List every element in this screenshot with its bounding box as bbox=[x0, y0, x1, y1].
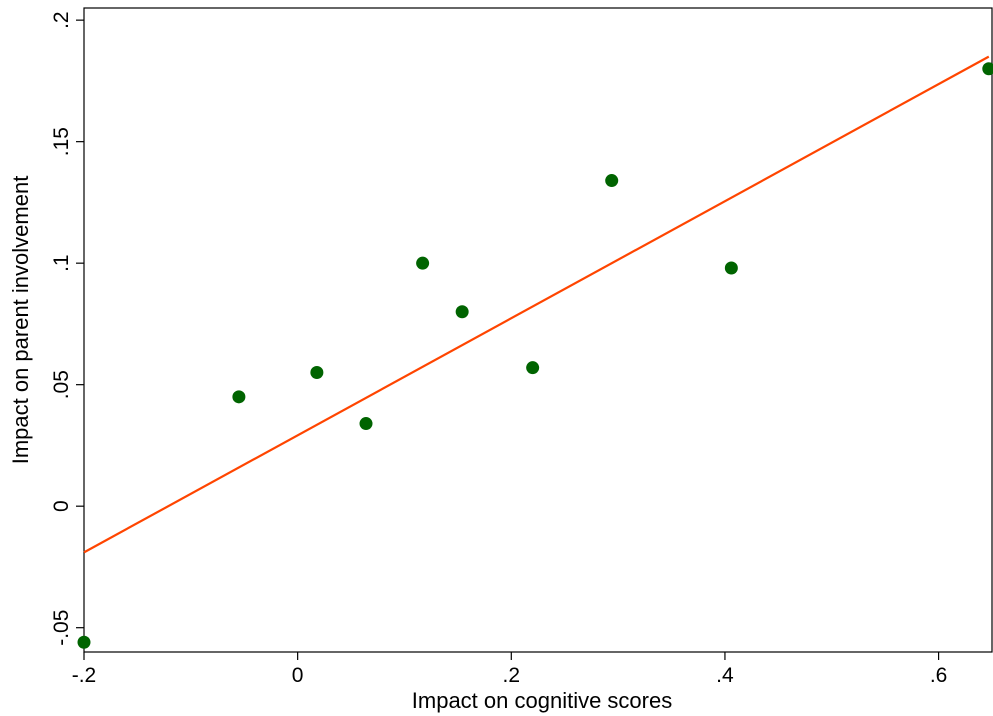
data-point bbox=[232, 390, 246, 404]
data-point bbox=[605, 174, 619, 188]
y-tick-label: 0 bbox=[50, 500, 73, 512]
data-point bbox=[982, 62, 993, 76]
data-point bbox=[416, 256, 430, 270]
x-tick-label: .2 bbox=[503, 664, 521, 687]
x-axis-ticks: -.2 0 .2 .4 .6 bbox=[72, 652, 948, 687]
y-tick-label: .1 bbox=[50, 254, 73, 272]
plot-area bbox=[77, 7, 993, 653]
y-tick-label: .15 bbox=[50, 127, 73, 156]
x-tick-label: -.2 bbox=[72, 664, 97, 687]
x-tick-label: .6 bbox=[930, 664, 948, 687]
y-tick-label: -.05 bbox=[50, 610, 73, 646]
y-tick-label: .05 bbox=[50, 370, 73, 399]
y-axis-ticks: -.05 0 .05 .1 .15 .2 bbox=[50, 11, 84, 646]
y-tick-label: .2 bbox=[50, 11, 73, 29]
data-point bbox=[310, 366, 324, 380]
plot-frame bbox=[83, 7, 993, 653]
data-point bbox=[77, 635, 91, 649]
x-tick-label: .4 bbox=[716, 664, 734, 687]
x-axis-label: Impact on cognitive scores bbox=[412, 688, 672, 713]
x-tick-label: 0 bbox=[292, 664, 304, 687]
fitted-line bbox=[83, 55, 990, 554]
data-point bbox=[526, 361, 540, 375]
data-point bbox=[359, 417, 373, 431]
y-axis-label: Impact on parent involvement bbox=[8, 176, 33, 465]
data-point bbox=[455, 305, 469, 319]
data-point bbox=[724, 261, 738, 275]
